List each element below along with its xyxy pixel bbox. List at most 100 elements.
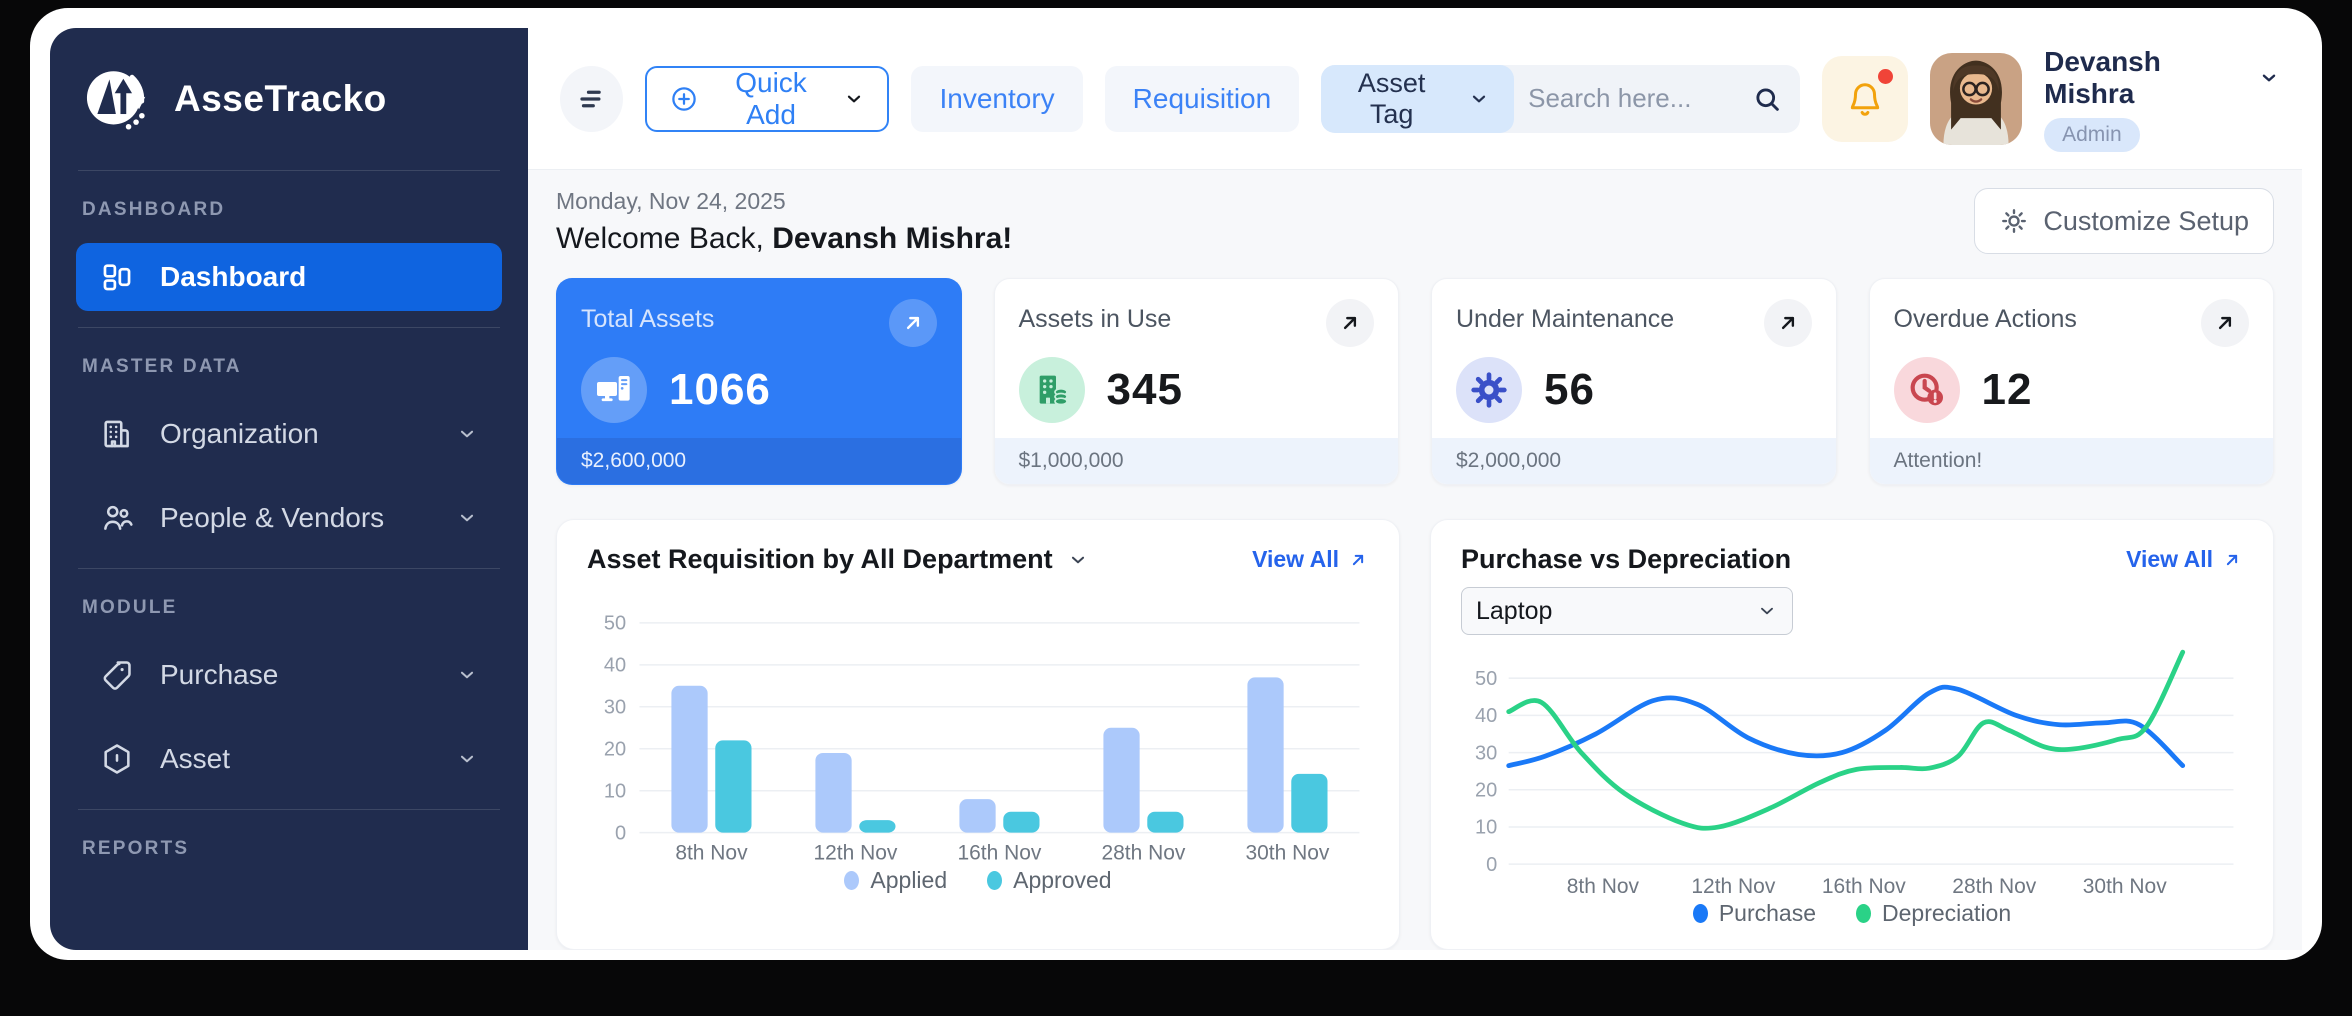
svg-text:0: 0: [1486, 854, 1497, 876]
bar-chart-title: Asset Requisition by All Department: [587, 544, 1053, 574]
legend-approved: Approved: [987, 867, 1112, 894]
x-axis-label: 28th Nov: [1952, 875, 2036, 898]
stat-card-body: Assets in Use 345: [995, 279, 1399, 438]
stat-value: 345: [1106, 365, 1183, 414]
search-input[interactable]: [1514, 83, 1753, 114]
sidebar-section-label: MODULE: [82, 597, 178, 618]
stat-card-assets-in-use-expand-button[interactable]: [1326, 299, 1374, 347]
search-category-select[interactable]: Asset Tag: [1321, 64, 1515, 133]
x-axis-label: 30th Nov: [1245, 841, 1329, 864]
plus-circle-icon: [669, 84, 699, 114]
purchase-depreciation-chart-card: Purchase vs Depreciation View All Laptop…: [1430, 519, 2274, 950]
sidebar-section: Purchase Asset: [76, 641, 502, 793]
gear-wrench-icon: [1469, 370, 1509, 410]
user-name: Devansh Mishra: [2044, 45, 2161, 109]
arrow-up-right-icon: [1347, 549, 1369, 571]
stat-card-overdue-actions-expand-button[interactable]: [2201, 299, 2249, 347]
sidebar-item-people-vendors[interactable]: People & Vendors: [76, 484, 502, 552]
arrow-up-right-icon: [2212, 310, 2238, 336]
legend-dot: [987, 871, 1003, 891]
building-icon: [100, 417, 134, 451]
charts-row: Asset Requisition by All Department View…: [556, 519, 2274, 950]
sidebar-section-label: MASTER DATA: [82, 356, 242, 377]
hexagon-icon: [100, 742, 134, 776]
app-window: AsseTracko DASHBOARD Dashboard MASTER DATA…: [30, 8, 2322, 960]
dashboard-main: Monday, Nov 24, 2025 Welcome Back, Devan…: [528, 170, 2302, 950]
sidebar-item-dashboard[interactable]: Dashboard: [76, 243, 502, 311]
bar-chart-plot: 0 10 20 30 40 50 8th Nov 12th Nov 16th Nov 28th N…: [587, 579, 1369, 865]
sidebar-item-organization[interactable]: Organization: [76, 400, 502, 468]
x-axis-label: 12th Nov: [1691, 875, 1775, 898]
stat-value: 56: [1544, 365, 1595, 414]
stat-footer: Attention!: [1869, 438, 2273, 484]
legend-label: Approved: [1013, 867, 1112, 894]
menu-toggle-button[interactable]: [560, 65, 623, 132]
svg-text:20: 20: [604, 738, 626, 760]
line-chart-legend: Purchase Depreciation: [1461, 898, 2243, 937]
svg-text:50: 50: [604, 613, 626, 635]
notifications-button[interactable]: [1822, 55, 1909, 142]
app-logo: AsseTracko: [76, 58, 502, 170]
stat-card-overdue-actions: Overdue Actions 12 Attention!: [1868, 278, 2274, 485]
bar-chart-view-all-link[interactable]: View All: [1252, 546, 1369, 573]
stat-title: Overdue Actions: [1893, 305, 2077, 333]
svg-text:40: 40: [604, 655, 626, 677]
sidebar: AsseTracko DASHBOARD Dashboard MASTER DATA…: [50, 28, 528, 950]
arrow-up-right-icon: [1775, 310, 1801, 336]
chevron-down-icon: [1067, 549, 1089, 571]
bar-chart: 0 10 20 30 40 50 8th Nov 12th Nov 16th Nov 28th N…: [604, 613, 1360, 864]
topbar: Quick Add Inventory Requisition Asset Ta…: [528, 28, 2302, 170]
stat-title: Under Maintenance: [1456, 305, 1675, 333]
svg-text:30: 30: [604, 696, 626, 718]
line-chart-view-all-link[interactable]: View All: [2126, 546, 2243, 573]
svg-text:20: 20: [1475, 779, 1497, 801]
assetracko-logo-icon: [80, 62, 154, 136]
view-all-label: View All: [2126, 546, 2213, 572]
user-role-badge: Admin: [2044, 117, 2140, 152]
clock-alert-icon: [1907, 370, 1947, 410]
arrow-up-right-icon: [1337, 310, 1363, 336]
stat-footer: $2,000,000: [1432, 438, 1836, 484]
sidebar-item-label: Dashboard: [160, 261, 307, 292]
stat-card-assets-in-use: Assets in Use 345 $1,000,000: [993, 278, 1399, 485]
asset-type-select[interactable]: Laptop: [1461, 587, 1793, 635]
chevron-down-icon: [456, 507, 478, 529]
sidebar-item-asset[interactable]: Asset: [76, 725, 502, 793]
stat-title: Assets in Use: [1018, 305, 1172, 333]
welcome-message: Welcome Back, Devansh Mishra!: [556, 222, 1012, 256]
legend-depreciation: Depreciation: [1856, 900, 2011, 927]
chart-header: Asset Requisition by All Department View…: [587, 544, 1369, 575]
stat-card-under-maintenance: Under Maintenance 56 $2,000,000: [1431, 278, 1837, 485]
stat-icon-circle: [1456, 357, 1522, 423]
stat-icon-circle: [1893, 357, 1960, 423]
user-avatar[interactable]: [1930, 52, 2023, 145]
view-all-label: View All: [1252, 546, 1339, 572]
stat-value: 1066: [669, 365, 771, 414]
chart-title-dropdown[interactable]: Asset Requisition by All Department: [587, 544, 1089, 575]
welcome-prefix: Welcome Back,: [556, 222, 773, 255]
stat-card-under-maintenance-expand-button[interactable]: [1763, 299, 1812, 347]
stat-card-total-assets-expand-button[interactable]: [888, 299, 937, 347]
legend-label: Applied: [870, 867, 948, 894]
stats-row: Total Assets 1066 $2,600,000 Assets in Use 3…: [556, 278, 2274, 485]
sidebar-item-purchase[interactable]: Purchase: [76, 641, 502, 709]
svg-text:10: 10: [604, 780, 626, 802]
quick-add-button[interactable]: Quick Add: [644, 65, 890, 132]
stat-icon-circle: [581, 357, 647, 423]
legend-dot: [844, 871, 860, 891]
stat-card-body: Overdue Actions 12: [1870, 279, 2274, 438]
line-chart-plot: 0 10 20 30 40 50 8th Nov 12th Nov 16th Nov 28th N…: [1461, 641, 2243, 898]
chevron-down-icon: [456, 423, 478, 445]
legend-label: Depreciation: [1882, 900, 2012, 927]
inventory-button[interactable]: Inventory: [911, 65, 1083, 132]
customize-setup-button[interactable]: Customize Setup: [1974, 188, 2274, 254]
user-menu[interactable]: Devansh Mishra: [2044, 46, 2280, 110]
search-button[interactable]: [1752, 84, 1782, 114]
sidebar-divider: [78, 809, 500, 810]
requisition-button[interactable]: Requisition: [1104, 65, 1300, 132]
asset-requisition-chart-card: Asset Requisition by All Department View…: [556, 519, 1400, 950]
sidebar-section: Dashboard: [76, 243, 502, 311]
svg-text:50: 50: [1475, 668, 1497, 690]
sidebar-section-label: REPORTS: [82, 838, 190, 859]
legend-applied: Applied: [844, 867, 947, 894]
